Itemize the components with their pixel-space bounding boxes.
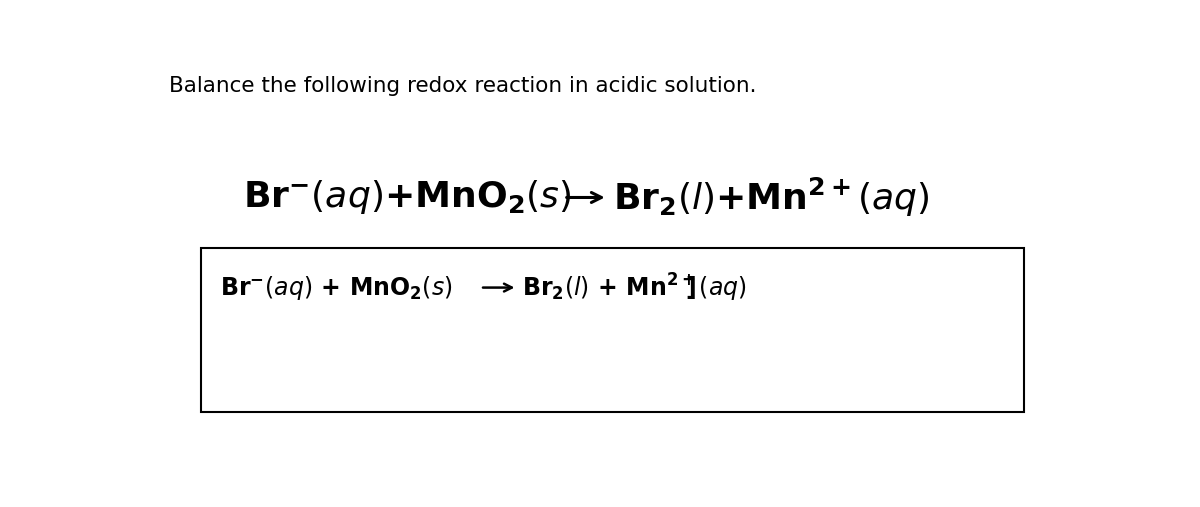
FancyBboxPatch shape [202, 248, 1025, 412]
Text: $\mathbf{Br_2}\mathit{(l)}\mathbf{\,+\,Mn}^{\mathbf{2+}}\mathit{(aq)}$: $\mathbf{Br_2}\mathit{(l)}\mathbf{\,+\,M… [522, 271, 746, 304]
Text: Balance the following redox reaction in acidic solution.: Balance the following redox reaction in … [168, 77, 756, 96]
Text: $\mathbf{Br}^{\mathbf{-}}\mathit{(aq)}\mathbf{+MnO_2}\mathit{(s)}$: $\mathbf{Br}^{\mathbf{-}}\mathit{(aq)}\m… [242, 178, 571, 216]
Text: $\mathbf{Br_2}\mathit{(l)}\mathbf{+Mn}^{\mathbf{2+}}\mathit{(aq)}$: $\mathbf{Br_2}\mathit{(l)}\mathbf{+Mn}^{… [613, 176, 930, 219]
Text: $\mathbf{Br}^{\mathbf{-}}\mathit{(aq)}\mathbf{\,+\,MnO_2}\mathit{(s)}$: $\mathbf{Br}^{\mathbf{-}}\mathit{(aq)}\m… [220, 274, 452, 302]
Text: $\mathbf{]}$: $\mathbf{]}$ [685, 274, 696, 301]
